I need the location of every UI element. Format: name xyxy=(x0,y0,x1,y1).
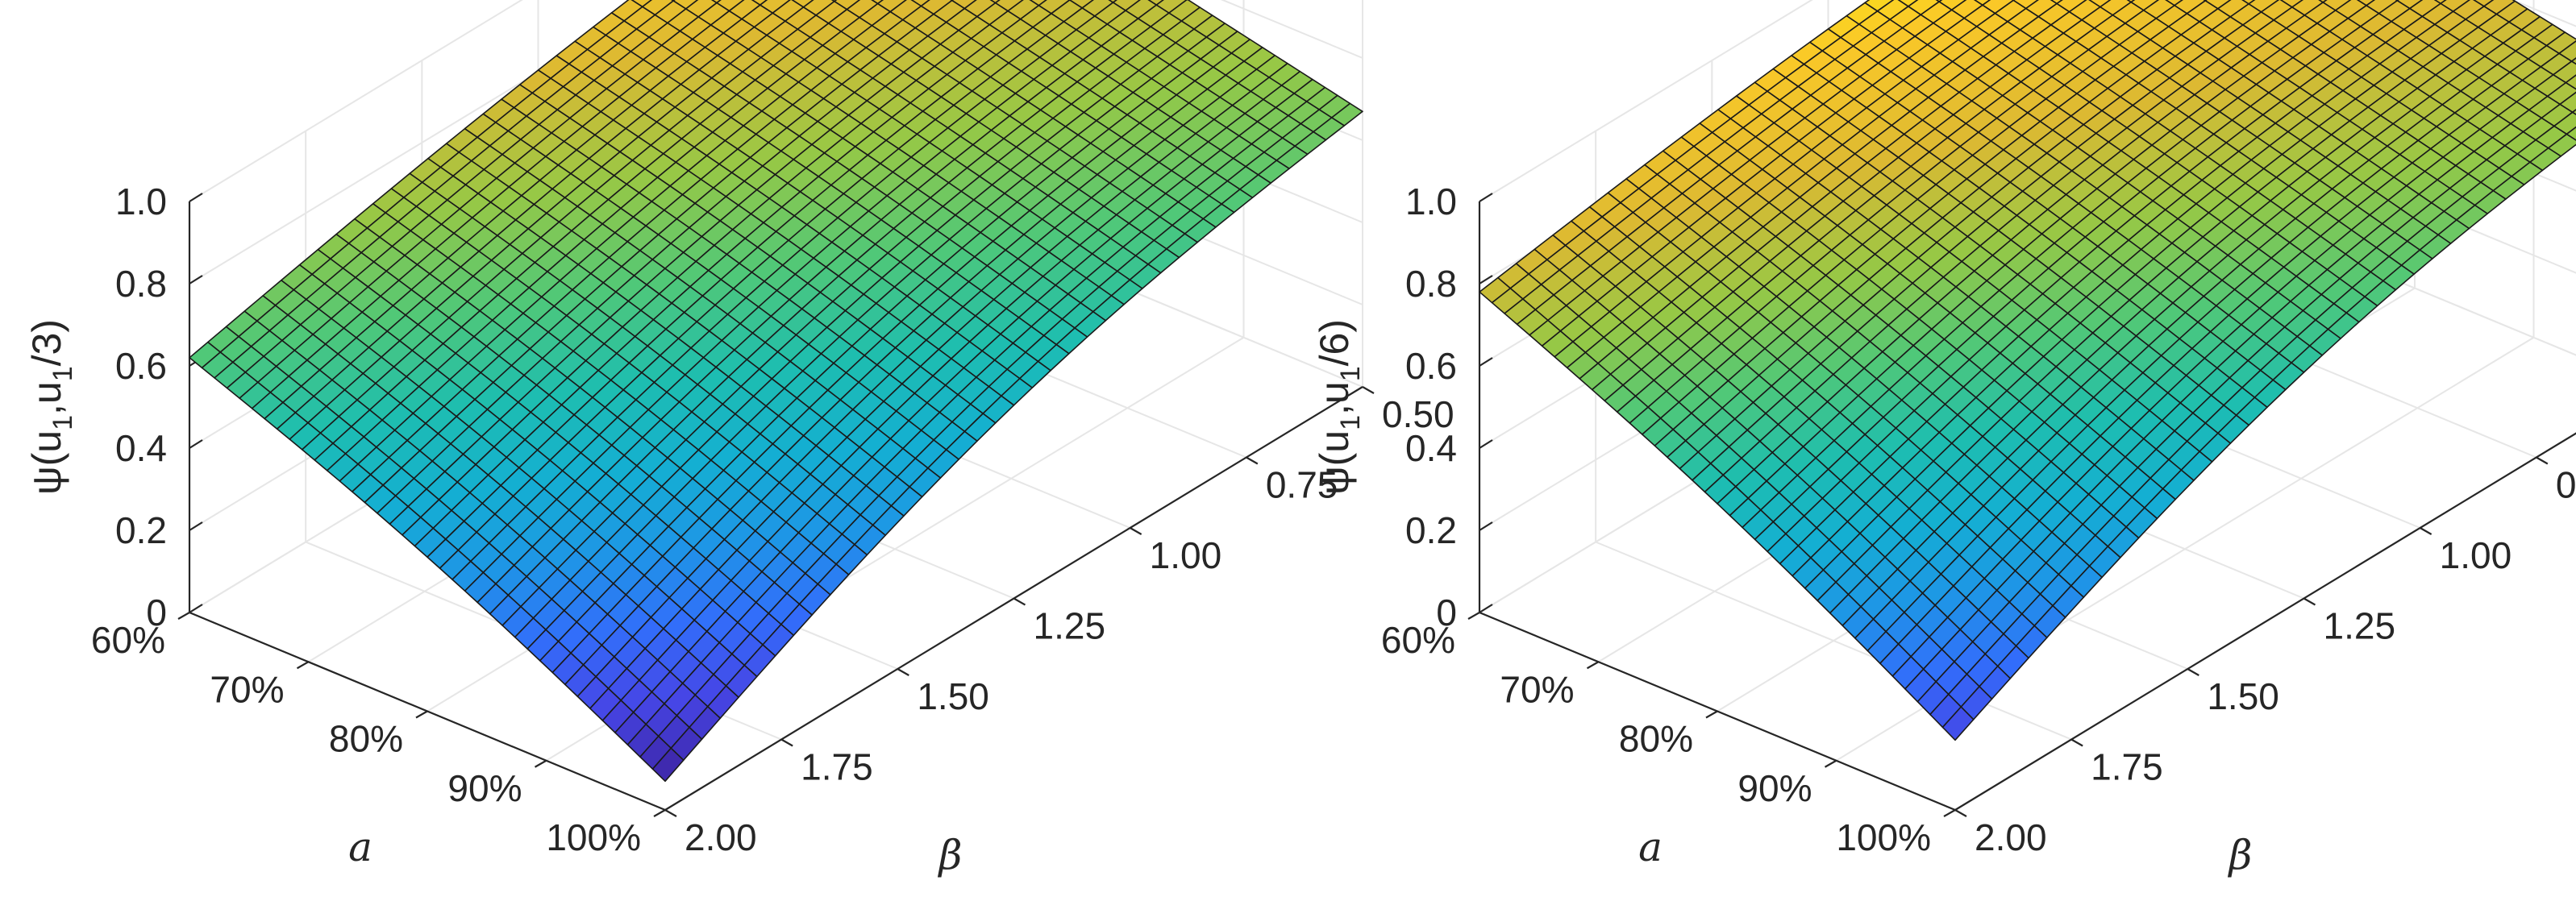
surface-cell xyxy=(1941,706,1975,741)
y-tick-label: 1.75 xyxy=(801,746,873,788)
z-axis-label: ψ(u1,u1/6) xyxy=(1312,319,1366,495)
y-tick-label: 1.00 xyxy=(2440,534,2512,576)
y-axis-label: β xyxy=(2228,832,2253,878)
y-tick xyxy=(1130,527,1142,535)
y-tick-label: 1.50 xyxy=(2207,675,2279,717)
z-tick-label: 0.8 xyxy=(1405,263,1457,305)
z-tick xyxy=(189,521,203,531)
surface-plot-left: 0 0.2 0.4 0.6 0.8 1.0 60% 70% 80% 90% 100% 0.50 0.75… xyxy=(24,0,1454,878)
y-tick xyxy=(1246,456,1259,465)
z-tick xyxy=(189,275,203,284)
surface-mesh xyxy=(189,0,1363,783)
y-tick-label: 2.00 xyxy=(1975,816,2047,858)
y-tick xyxy=(1362,386,1375,394)
surface-cell xyxy=(2570,57,2576,65)
x-tick xyxy=(1586,661,1600,670)
x-tick xyxy=(534,759,547,768)
x-tick-label: 100% xyxy=(1836,816,1931,858)
x-tick-label: 60% xyxy=(1381,619,1455,661)
y-tick-label: 0.50 xyxy=(1382,393,1454,435)
z-tick-label: 0.6 xyxy=(115,345,167,387)
y-tick xyxy=(2536,456,2549,465)
x-tick xyxy=(1824,759,1837,768)
y-tick-label: 1.25 xyxy=(1034,605,1106,647)
y-tick xyxy=(1013,597,1026,606)
z-axis-label: ψ(u1,u1/3) xyxy=(24,319,78,495)
x-tick-label: 70% xyxy=(210,668,284,710)
x-tick xyxy=(653,809,666,817)
y-tick-label: 1.75 xyxy=(2091,746,2163,788)
x-tick xyxy=(177,612,190,620)
axes: 0 0.2 0.4 0.6 0.8 1.0 60% 70% 80% 90% 100% 0.50 0.75… xyxy=(91,181,1454,858)
z-tick-label: 1.0 xyxy=(115,181,167,222)
z-tick xyxy=(1479,439,1493,449)
x-tick xyxy=(1705,710,1718,719)
x-tick xyxy=(296,661,310,670)
y-tick xyxy=(664,809,677,817)
z-tick-label: 0.4 xyxy=(1405,427,1457,469)
surface-mesh xyxy=(1479,0,2576,741)
z-tick-label: 1.0 xyxy=(1405,181,1457,222)
x-tick xyxy=(1943,809,1956,817)
y-tick-label: 1.25 xyxy=(2324,605,2396,647)
surface-plot-right: 0 0.2 0.4 0.6 0.8 1.0 60% 70% 80% 90% 100% 0.50 0.75… xyxy=(1312,0,2576,878)
y-tick-label: 1.00 xyxy=(1150,534,1222,576)
axes: 0 0.2 0.4 0.6 0.8 1.0 60% 70% 80% 90% 100% 0.50 0.75… xyxy=(1381,181,2576,858)
x-tick xyxy=(415,710,428,719)
z-tick xyxy=(189,193,203,202)
x-tick-label: 80% xyxy=(1619,718,1693,760)
z-tick-label: 0.6 xyxy=(1405,345,1457,387)
x-tick-label: 90% xyxy=(447,767,522,809)
z-tick-label: 0.2 xyxy=(115,509,167,551)
y-tick-label: 0.75 xyxy=(2556,464,2576,506)
z-tick xyxy=(1479,521,1493,531)
x-axis-label: a xyxy=(1638,824,1663,870)
y-tick xyxy=(2303,597,2316,606)
z-tick xyxy=(189,439,203,449)
y-tick xyxy=(1954,809,1967,817)
y-tick-label: 1.50 xyxy=(917,675,989,717)
z-tick xyxy=(1479,604,1493,613)
z-tick xyxy=(1479,357,1493,367)
y-tick xyxy=(2070,738,2083,747)
z-tick xyxy=(189,604,203,613)
y-tick-label: 2.00 xyxy=(685,816,757,858)
z-tick-label: 0 xyxy=(1436,592,1457,633)
x-tick-label: 60% xyxy=(91,619,165,661)
x-tick-label: 90% xyxy=(1737,767,1812,809)
z-tick-label: 0.8 xyxy=(115,263,167,305)
surface-cell xyxy=(651,747,685,783)
z-tick-label: 0.4 xyxy=(115,427,167,469)
y-tick xyxy=(2187,668,2199,676)
x-tick-label: 80% xyxy=(329,718,403,760)
x-tick-label: 100% xyxy=(546,816,641,858)
z-tick-label: 0 xyxy=(146,592,167,633)
y-tick-label: 0.75 xyxy=(1266,464,1338,506)
z-tick xyxy=(1479,193,1493,202)
x-tick xyxy=(1467,612,1480,620)
y-axis-label: β xyxy=(938,832,963,878)
y-tick xyxy=(780,738,793,747)
z-tick xyxy=(1479,275,1493,284)
z-tick-label: 0.2 xyxy=(1405,509,1457,551)
x-axis-label: a xyxy=(348,824,372,870)
y-tick xyxy=(897,668,909,676)
y-tick xyxy=(2420,527,2432,535)
x-tick-label: 70% xyxy=(1500,668,1574,710)
